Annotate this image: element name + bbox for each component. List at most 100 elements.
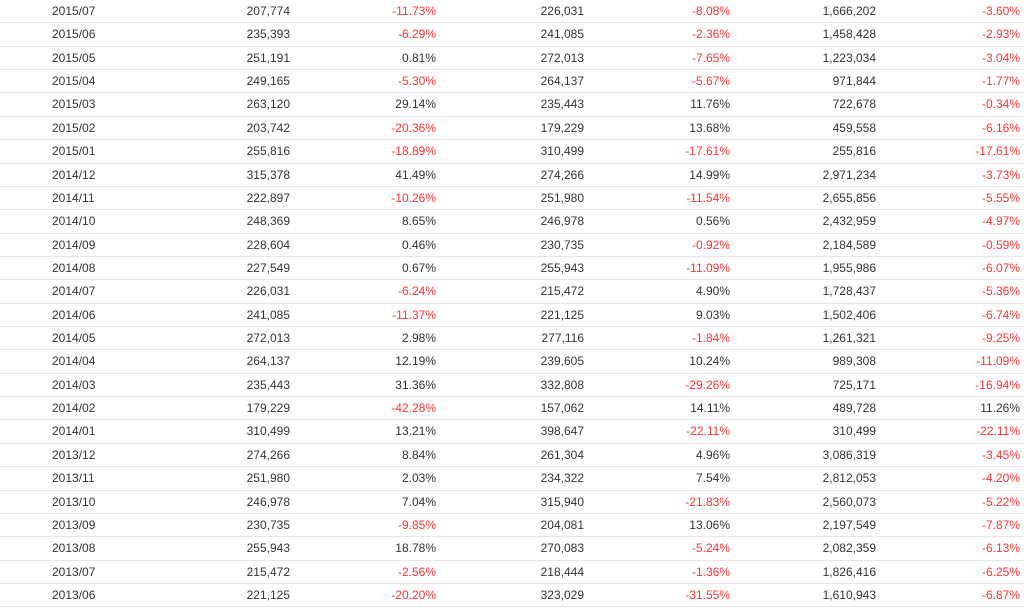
- cell-change-c: -5.36%: [981, 284, 1020, 299]
- table-row: 2014/05 272,013 2.98% 277,116 -1.84% 1,261,32…: [0, 327, 1024, 351]
- cell-change-b: 9.03%: [695, 307, 730, 322]
- cell-change-c: -4.97%: [981, 214, 1020, 229]
- cell-cumulative: 2,184,589: [822, 237, 876, 252]
- cell-change-c: -6.25%: [981, 564, 1020, 579]
- cell-change-b: 0.56%: [695, 214, 730, 229]
- cell-cumulative: 971,844: [832, 74, 876, 89]
- cell-value-a: 255,943: [246, 541, 290, 556]
- table-row: 2014/06 241,085 -11.37% 221,125 9.03% 1,502,4…: [0, 304, 1024, 328]
- cell-change-b: 4.90%: [695, 284, 730, 299]
- cell-change-c: -0.59%: [981, 237, 1020, 252]
- cell-cumulative: 2,971,234: [822, 167, 876, 182]
- cell-cumulative: 2,655,856: [822, 190, 876, 205]
- cell-value-a: 222,897: [246, 190, 290, 205]
- cell-value-b: 315,940: [540, 494, 584, 509]
- cell-change-c: -3.04%: [981, 50, 1020, 65]
- table-row: 2015/03 263,120 29.14% 235,443 11.76% 722,678…: [0, 93, 1024, 117]
- cell-change-c: -6.16%: [981, 120, 1020, 135]
- cell-value-b: 218,444: [540, 564, 584, 579]
- cell-cumulative: 1,610,943: [822, 587, 876, 602]
- cell-value-a: 228,604: [246, 237, 290, 252]
- cell-month: 2014/01: [52, 424, 96, 439]
- table-row: 2014/08 227,549 0.67% 255,943 -11.09% 1,955,9…: [0, 257, 1024, 281]
- cell-month: 2014/05: [52, 331, 96, 346]
- cell-value-a: 310,499: [246, 424, 290, 439]
- table-row: 2015/04 249,165 -5.30% 264,137 -5.67% 971,844…: [0, 70, 1024, 94]
- cell-change-b: -1.36%: [691, 564, 730, 579]
- cell-value-a: 226,031: [246, 284, 290, 299]
- cell-value-b: 332,808: [540, 377, 584, 392]
- cell-value-b: 251,980: [540, 190, 584, 205]
- cell-change-a: -20.36%: [391, 120, 436, 135]
- cell-value-b: 255,943: [540, 260, 584, 275]
- cell-change-b: -7.65%: [691, 50, 730, 65]
- cell-value-a: 263,120: [246, 97, 290, 112]
- cell-value-a: 272,013: [246, 331, 290, 346]
- table-row: 2013/08 255,943 18.78% 270,083 -5.24% 2,082,3…: [0, 537, 1024, 561]
- cell-change-a: 0.81%: [401, 50, 436, 65]
- cell-change-a: 12.19%: [395, 354, 436, 369]
- cell-value-a: 207,774: [246, 4, 290, 18]
- cell-cumulative: 1,728,437: [822, 284, 876, 299]
- cell-change-b: -11.54%: [686, 190, 730, 205]
- cell-month: 2015/04: [52, 74, 96, 89]
- cell-change-a: 8.84%: [401, 447, 436, 462]
- cell-value-b: 235,443: [540, 97, 584, 112]
- cell-value-a: 274,266: [246, 447, 290, 462]
- cell-value-a: 255,816: [246, 144, 290, 159]
- cell-cumulative: 2,432,959: [822, 214, 876, 229]
- table-row: 2014/03 235,443 31.36% 332,808 -29.26% 725,17…: [0, 374, 1024, 398]
- cell-cumulative: 2,197,549: [822, 517, 876, 532]
- cell-change-c: -3.60%: [981, 4, 1020, 18]
- cell-value-b: 226,031: [540, 4, 584, 18]
- cell-month: 2014/09: [52, 237, 96, 252]
- table-row: 2015/05 251,191 0.81% 272,013 -7.65% 1,223,03…: [0, 47, 1024, 71]
- cell-change-c: -5.55%: [981, 190, 1020, 205]
- cell-value-b: 157,062: [540, 401, 584, 416]
- cell-cumulative: 1,955,986: [822, 260, 876, 275]
- cell-value-b: 270,083: [540, 541, 584, 556]
- cell-month: 2014/11: [52, 190, 95, 205]
- cell-change-c: -2.93%: [981, 27, 1020, 42]
- cell-cumulative: 255,816: [832, 144, 876, 159]
- table-row: 2015/02 203,742 -20.36% 179,229 13.68% 459,55…: [0, 117, 1024, 141]
- cell-month: 2014/04: [52, 354, 96, 369]
- cell-month: 2013/08: [52, 541, 96, 556]
- cell-month: 2015/03: [52, 97, 96, 112]
- cell-value-a: 179,229: [246, 401, 290, 416]
- cell-change-a: -10.26%: [391, 190, 436, 205]
- cell-value-a: 251,191: [246, 50, 290, 65]
- cell-value-a: 221,125: [246, 587, 290, 602]
- cell-change-c: -6.13%: [981, 541, 1020, 556]
- cell-value-b: 179,229: [540, 120, 584, 135]
- cell-change-b: 11.76%: [690, 97, 730, 112]
- cell-change-c: -5.22%: [981, 494, 1020, 509]
- cell-change-b: -17.61%: [685, 144, 730, 159]
- cell-value-b: 239,605: [540, 354, 584, 369]
- cell-change-b: 13.06%: [689, 517, 730, 532]
- cell-cumulative: 310,499: [832, 424, 876, 439]
- cell-value-a: 248,369: [246, 214, 290, 229]
- table-row: 2014/01 310,499 13.21% 398,647 -22.11% 310,49…: [0, 420, 1024, 444]
- cell-value-a: 241,085: [246, 307, 290, 322]
- cell-change-c: -3.73%: [981, 167, 1020, 182]
- cell-change-b: -5.67%: [691, 74, 730, 89]
- cell-value-b: 310,499: [540, 144, 584, 159]
- table-row: 2014/04 264,137 12.19% 239,605 10.24% 989,308…: [0, 350, 1024, 374]
- cell-change-a: 2.98%: [401, 331, 436, 346]
- cell-change-b: -22.11%: [686, 424, 730, 439]
- cell-change-c: -1.77%: [981, 74, 1020, 89]
- cell-value-b: 241,085: [540, 27, 584, 42]
- cell-change-c: -6.74%: [981, 307, 1020, 322]
- table-row: 2014/07 226,031 -6.24% 215,472 4.90% 1,728,43…: [0, 280, 1024, 304]
- cell-change-b: -0.92%: [691, 237, 730, 252]
- cell-cumulative: 2,560,073: [822, 494, 876, 509]
- cell-month: 2014/02: [52, 401, 96, 416]
- cell-month: 2013/09: [52, 517, 96, 532]
- cell-value-b: 221,125: [540, 307, 584, 322]
- cell-change-a: 2.03%: [401, 471, 436, 486]
- cell-change-b: 14.99%: [689, 167, 730, 182]
- cell-cumulative: 722,678: [832, 97, 876, 112]
- cell-month: 2014/08: [52, 260, 96, 275]
